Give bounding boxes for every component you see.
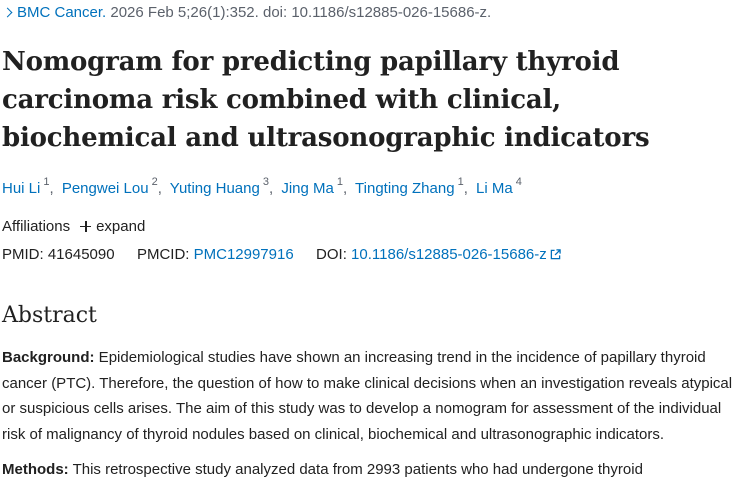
pmcid-link[interactable]: PMC12997916 (193, 246, 294, 263)
author-link[interactable]: Pengwei Lou (61, 180, 149, 197)
author-item: Li Ma 4 (476, 176, 522, 197)
affiliation-ref[interactable]: 4 (515, 176, 522, 188)
abstract-methods: Methods: This retrospective study analyz… (2, 457, 747, 483)
author-link[interactable]: Hui Li (2, 180, 41, 197)
article-title: Nomogram for predicting papillary thyroi… (2, 47, 650, 153)
affiliation-ref[interactable]: 1 (457, 176, 464, 188)
doi-value: 10.1186/s12885-026-15686-z (351, 246, 547, 263)
author-link[interactable]: Li Ma (476, 180, 513, 197)
affiliations-toggle[interactable]: Affiliations expand (2, 218, 145, 235)
external-link-icon (550, 249, 561, 260)
author-link[interactable]: Jing Ma (281, 180, 334, 197)
citation-line: BMC Cancer. 2026 Feb 5;26(1):352. doi: 1… (2, 4, 491, 21)
abstract-background: Background: Epidemiological studies have… (2, 345, 747, 447)
author-separator: , (157, 180, 162, 197)
author-separator: , (49, 180, 54, 197)
expand-label: expand (96, 218, 146, 235)
plus-icon (80, 220, 92, 232)
methods-label: Methods: (2, 461, 69, 479)
doi-label: DOI: (316, 246, 347, 263)
affiliation-ref[interactable]: 1 (336, 176, 343, 188)
pmid-value: 41645090 (47, 246, 115, 263)
background-text: Epidemiological studies have shown an in… (2, 349, 733, 443)
affiliation-ref[interactable]: 3 (262, 176, 269, 188)
author-item: Tingting Zhang 1 (355, 176, 464, 197)
citation-details: 2026 Feb 5;26(1):352. doi: 10.1186/s1288… (110, 4, 492, 21)
affiliation-ref[interactable]: 1 (43, 176, 50, 188)
author-link[interactable]: Yuting Huang (169, 180, 260, 197)
affiliation-ref[interactable]: 2 (151, 176, 158, 188)
doi-link[interactable]: 10.1186/s12885-026-15686-z (351, 246, 561, 263)
background-label: Background: (2, 349, 95, 366)
author-item: Hui Li 1 (2, 176, 49, 197)
author-list: Hui Li 1, Pengwei Lou 2, Yuting Huang 3, Ji… (2, 176, 522, 197)
author-item: Yuting Huang 3 (169, 176, 269, 197)
author-separator: , (463, 180, 468, 197)
chevron-right-icon (2, 7, 13, 18)
author-item: Pengwei Lou 2 (61, 176, 158, 197)
author-separator: , (342, 180, 348, 197)
pmid-label: PMID: (2, 246, 44, 263)
author-item: Jing Ma 1 (281, 176, 343, 197)
abstract-body: Background: Epidemiological studies have… (2, 345, 747, 493)
abstract-heading: Abstract (2, 303, 97, 328)
affiliations-label: Affiliations (2, 218, 71, 235)
author-link[interactable]: Tingting Zhang (355, 180, 455, 197)
article-identifiers: PMID: 41645090 PMCID: PMC12997916 DOI: 1… (2, 246, 561, 263)
pmcid-label: PMCID: (136, 246, 190, 263)
journal-link[interactable]: BMC Cancer. (17, 4, 107, 21)
methods-text: This retrospective study analyzed data f… (68, 461, 643, 479)
author-separator: , (268, 180, 274, 197)
